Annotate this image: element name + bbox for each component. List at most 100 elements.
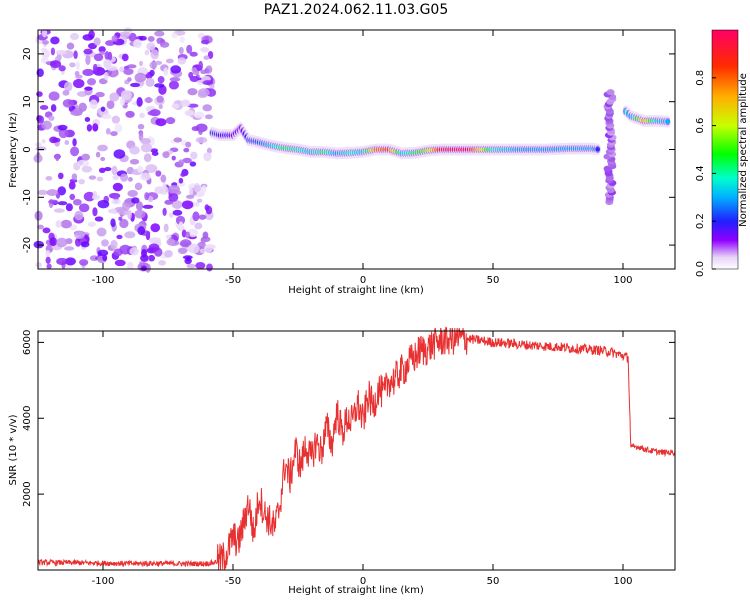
noise-blob (140, 143, 153, 153)
noise-blob (154, 186, 165, 194)
noise-blob (114, 123, 123, 133)
colorbar-tick-label: 0.6 (695, 118, 706, 134)
noise-blob (139, 60, 144, 67)
noise-blob (209, 84, 215, 89)
noise-blob (64, 246, 75, 251)
noise-blob (69, 193, 76, 201)
noise-blob (50, 104, 57, 112)
noise-blob (136, 97, 143, 107)
noise-blob (129, 145, 140, 155)
noise-blob (204, 204, 210, 211)
noise-blob (48, 199, 59, 204)
noise-blob (147, 195, 154, 203)
noise-blob (172, 209, 183, 216)
noise-blob (158, 104, 163, 110)
noise-blob (83, 191, 96, 202)
noise-blob (205, 65, 213, 74)
noise-blob (49, 60, 62, 69)
noise-blob (65, 203, 73, 212)
noise-blob (143, 153, 152, 163)
colorbar-axes: 0.0 0.2 0.4 0.6 0.8 (695, 70, 716, 277)
noise-blob (70, 32, 80, 41)
noise-blob (49, 237, 58, 247)
noise-blob (139, 35, 147, 41)
noise-blob (50, 36, 60, 45)
noise-blob (97, 249, 109, 257)
noise-blob (155, 170, 162, 177)
noise-blob (147, 36, 155, 42)
snr-panel: -100 -50 0 50 100 2000 4000 6000 Height of stra… (8, 326, 676, 596)
noise-blob (87, 221, 96, 227)
spectrogram-ytick-label: 0 (22, 146, 33, 152)
noise-blob (89, 99, 98, 110)
noise-blob (65, 257, 76, 266)
spectrogram-xtick-label: 50 (487, 275, 500, 286)
noise-blob (84, 86, 93, 91)
noise-blob (39, 105, 49, 110)
noise-blob (97, 199, 110, 209)
noise-blob (154, 83, 165, 88)
noise-blob (74, 71, 80, 77)
noise-blob (165, 234, 172, 239)
noise-blob (160, 174, 167, 183)
noise-blob (179, 36, 185, 43)
noise-blob (81, 165, 93, 173)
noise-blob (127, 190, 138, 197)
noise-blob (151, 151, 159, 156)
ridge-core (595, 147, 600, 152)
noise-blob (163, 223, 169, 233)
noise-blob (45, 176, 53, 181)
noise-blob (150, 223, 161, 233)
snr-y-label: SNR (10 * v/v) (8, 414, 19, 485)
noise-blob (88, 30, 95, 40)
snr-axes: -100 -50 0 50 100 2000 4000 6000 (22, 330, 675, 587)
colorbar-tick-label: 0.8 (695, 70, 706, 86)
noise-blob (165, 117, 176, 125)
noise-blob (84, 117, 91, 122)
noise-blob (207, 50, 214, 59)
noise-blob (97, 144, 108, 152)
noise-blob (57, 124, 68, 131)
noise-blob (41, 28, 48, 38)
noise-blob (85, 55, 91, 66)
noise-blob (139, 112, 145, 118)
snr-ytick-label: 6000 (22, 330, 33, 355)
noise-blob (129, 158, 140, 165)
noise-blob (110, 131, 118, 137)
noise-blob (86, 124, 93, 132)
noise-blob (131, 197, 140, 204)
noise-blob (57, 201, 68, 206)
noise-blob (78, 178, 85, 185)
noise-blob (88, 175, 97, 180)
noise-blob (140, 265, 147, 272)
noise-blob (33, 240, 44, 249)
noise-blob (114, 259, 126, 267)
noise-blob (178, 177, 184, 184)
noise-blob (101, 113, 112, 120)
noise-blob (168, 212, 174, 218)
noise-blob (199, 248, 206, 254)
noise-blob (201, 185, 207, 193)
noise-blob (62, 98, 74, 108)
noise-blob (73, 50, 78, 60)
noise-blob (110, 218, 116, 228)
noise-blob (163, 67, 169, 76)
noise-blob (162, 151, 170, 159)
colorbar-gradient (711, 29, 739, 270)
noise-blob (198, 88, 210, 97)
noise-blob (134, 209, 146, 219)
noise-blob (127, 77, 132, 82)
noise-blob (204, 114, 213, 120)
snr-xtick-label: 100 (613, 576, 632, 587)
noise-blob (53, 208, 65, 213)
noise-blob (150, 49, 159, 60)
noise-blob (180, 172, 186, 177)
noise-blob (119, 97, 126, 106)
colorbar-tick-label: 0.4 (695, 165, 706, 181)
noise-blob (137, 165, 144, 173)
noise-blob (128, 32, 137, 42)
noise-blob (145, 164, 158, 173)
noise-blob (168, 192, 179, 202)
noise-blob (87, 78, 97, 86)
noise-blob (148, 254, 156, 262)
